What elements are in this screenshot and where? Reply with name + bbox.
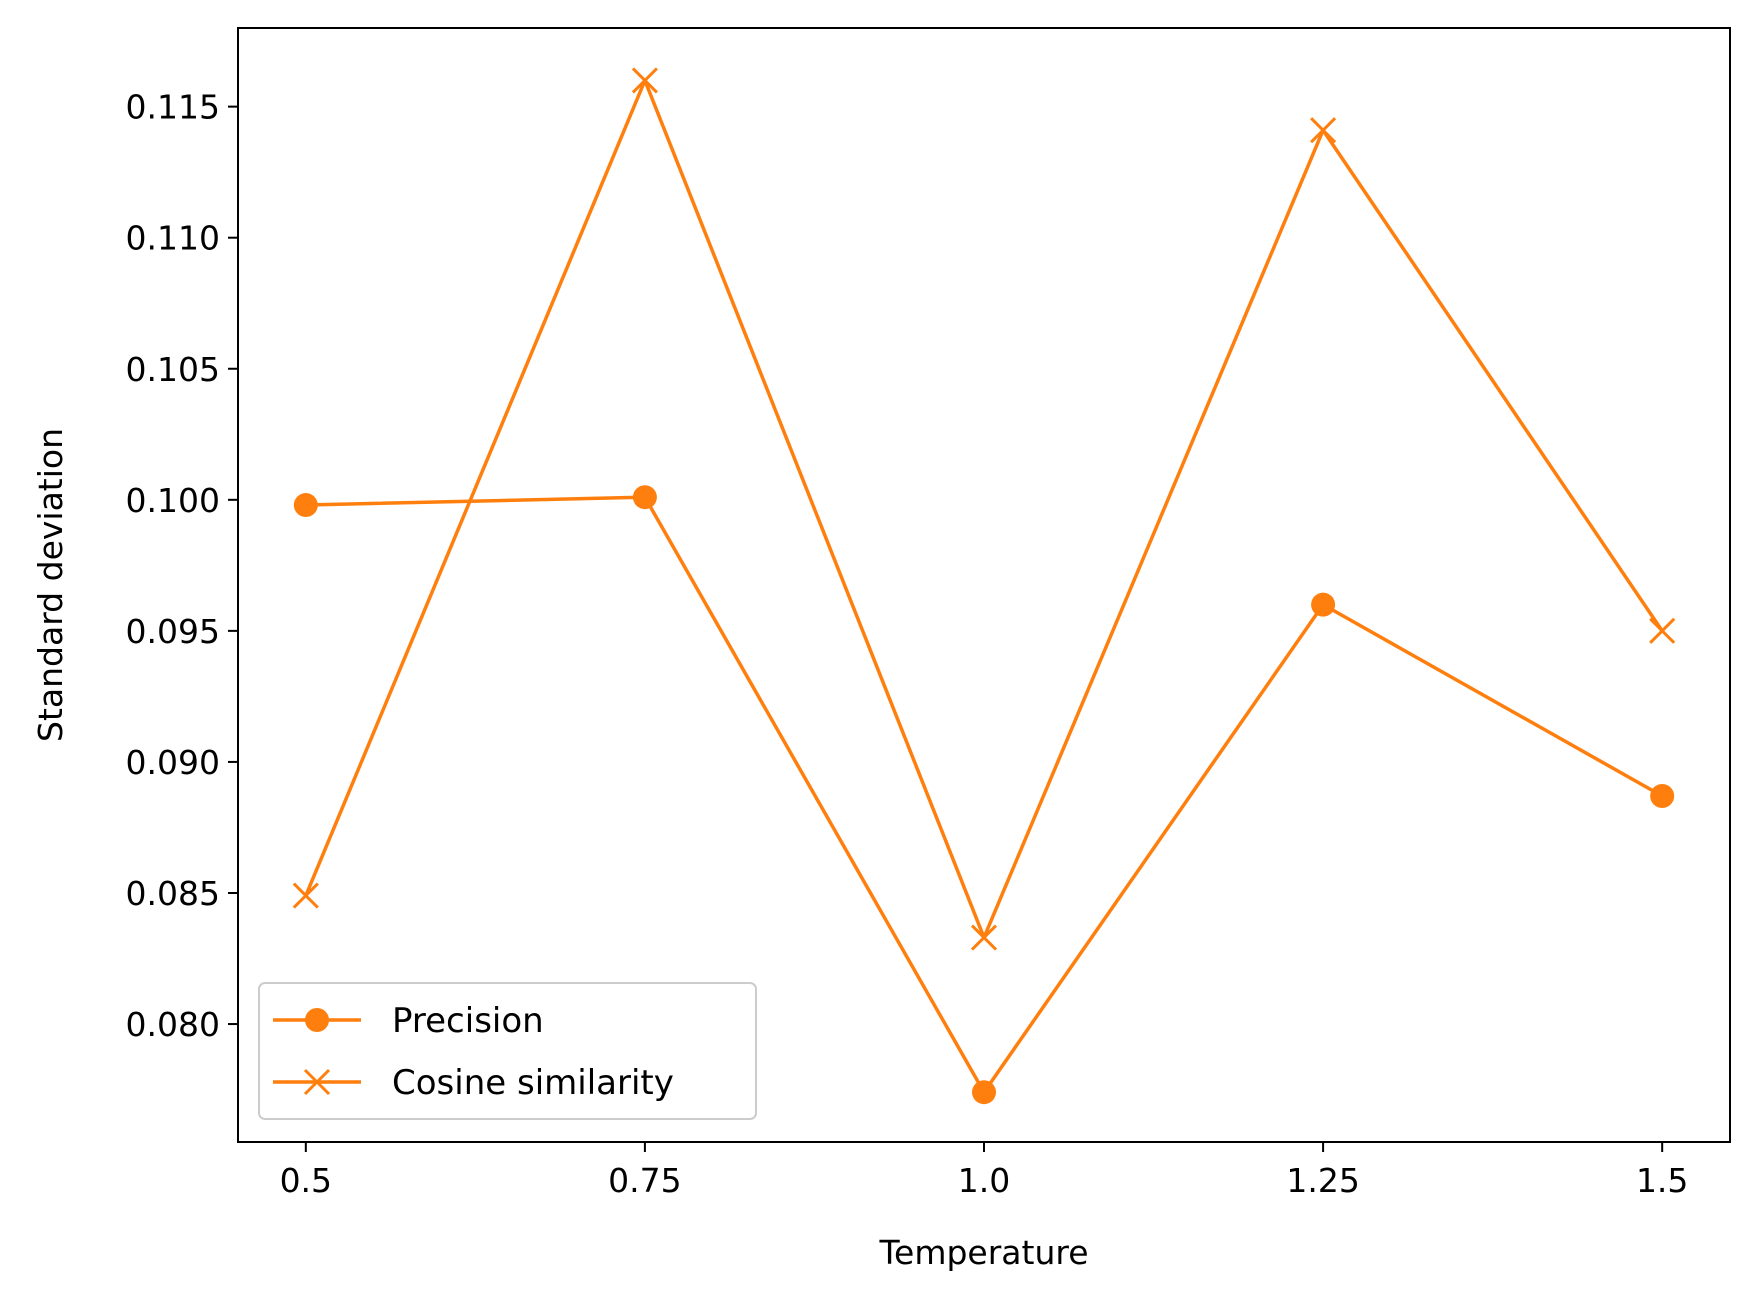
precision-point: [1311, 592, 1336, 617]
y-tick-label: 0.085: [126, 874, 220, 913]
legend-precision-label: Precision: [392, 1001, 544, 1041]
series-layer: [292, 67, 1676, 1105]
y-tick-label: 0.090: [126, 743, 220, 782]
y-tick-label: 0.100: [126, 481, 220, 520]
y-tick-label: 0.110: [126, 219, 220, 258]
x-tick-label: 0.5: [280, 1161, 332, 1200]
precision-point: [632, 485, 657, 510]
legend-cosine-label: Cosine similarity: [392, 1063, 674, 1103]
legend-cosine-marker: [303, 1068, 331, 1096]
y-tick-label: 0.080: [126, 1005, 220, 1044]
legend-precision-marker: [305, 1008, 329, 1032]
cosine-similarity-point: [1310, 117, 1337, 144]
x-tick-label: 1.25: [1286, 1161, 1359, 1200]
legend-box: [258, 982, 757, 1120]
precision-point: [1650, 784, 1675, 809]
y-axis-ticks: 0.080 0.085 0.090 0.095 0.100 0.105 0.110 0.115: [126, 88, 238, 1044]
y-axis-label: Standard deviation: [31, 428, 70, 742]
x-axis-ticks: 0.5 0.75 1.0 1.25 1.5: [280, 1142, 1688, 1200]
precision-point: [293, 493, 318, 518]
precision-point: [972, 1080, 996, 1105]
plot-background: [238, 28, 1730, 1142]
y-tick-label: 0.115: [126, 88, 220, 127]
cosine-similarity-point: [970, 924, 998, 951]
y-tick-label: 0.095: [126, 612, 220, 651]
x-tick-label: 0.75: [608, 1161, 681, 1200]
x-tick-label: 1.0: [958, 1161, 1010, 1200]
cosine-similarity-point: [631, 67, 658, 94]
x-axis-label: Temperature: [878, 1233, 1088, 1272]
cosine-similarity-point: [292, 882, 319, 909]
plot-frame: [237, 27, 1731, 1143]
cosine-similarity-point: [1649, 617, 1676, 644]
y-tick-label: 0.105: [126, 350, 220, 389]
legend: Precision Cosine similarity: [258, 982, 757, 1120]
x-tick-label: 1.5: [1636, 1161, 1688, 1200]
